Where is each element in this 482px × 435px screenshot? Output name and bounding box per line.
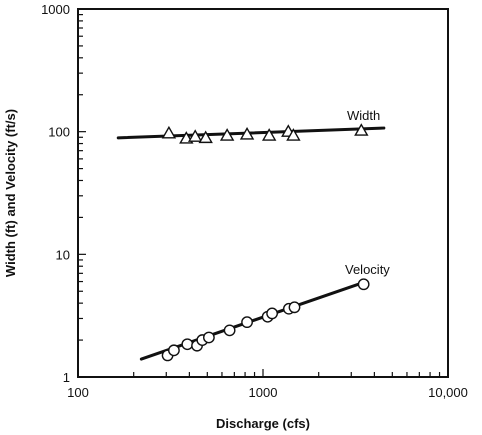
data-markers	[161, 123, 370, 362]
velocity-point	[203, 331, 215, 344]
velocity-point	[168, 344, 180, 357]
width-point	[161, 125, 177, 139]
width-point	[219, 128, 235, 141]
axis-ticks	[77, 14, 441, 378]
y-tick-label: 100	[48, 125, 70, 140]
plot-frame	[77, 8, 449, 378]
series-label-velocity: Velocity	[345, 262, 390, 277]
width-point	[187, 129, 203, 142]
width-point	[261, 128, 277, 141]
width-point	[239, 126, 255, 140]
y-tick-label: 1	[63, 370, 70, 385]
x-tick-label: 10,000	[428, 385, 468, 400]
x-tick-label: 100	[67, 385, 89, 400]
y-tick-label: 10	[56, 247, 70, 262]
velocity-point	[357, 278, 370, 291]
x-axis-title: Discharge (cfs)	[216, 416, 310, 431]
y-axis-title: Width (ft) and Velocity (ft/s)	[3, 109, 18, 277]
velocity-point	[223, 324, 236, 337]
width-point	[286, 128, 301, 141]
velocity-point	[241, 316, 253, 329]
tick-labels: 100 1000 10,000 1 10 100 1000	[41, 2, 468, 400]
velocity-point	[288, 301, 301, 314]
width-point	[354, 123, 369, 136]
width-point	[198, 130, 213, 144]
y-tick-label: 1000	[41, 2, 70, 17]
velocity-point	[181, 338, 194, 351]
velocity-point	[266, 307, 279, 320]
x-tick-label: 1000	[249, 385, 278, 400]
series-label-width: Width	[347, 108, 380, 123]
fit-line-width	[116, 126, 386, 140]
